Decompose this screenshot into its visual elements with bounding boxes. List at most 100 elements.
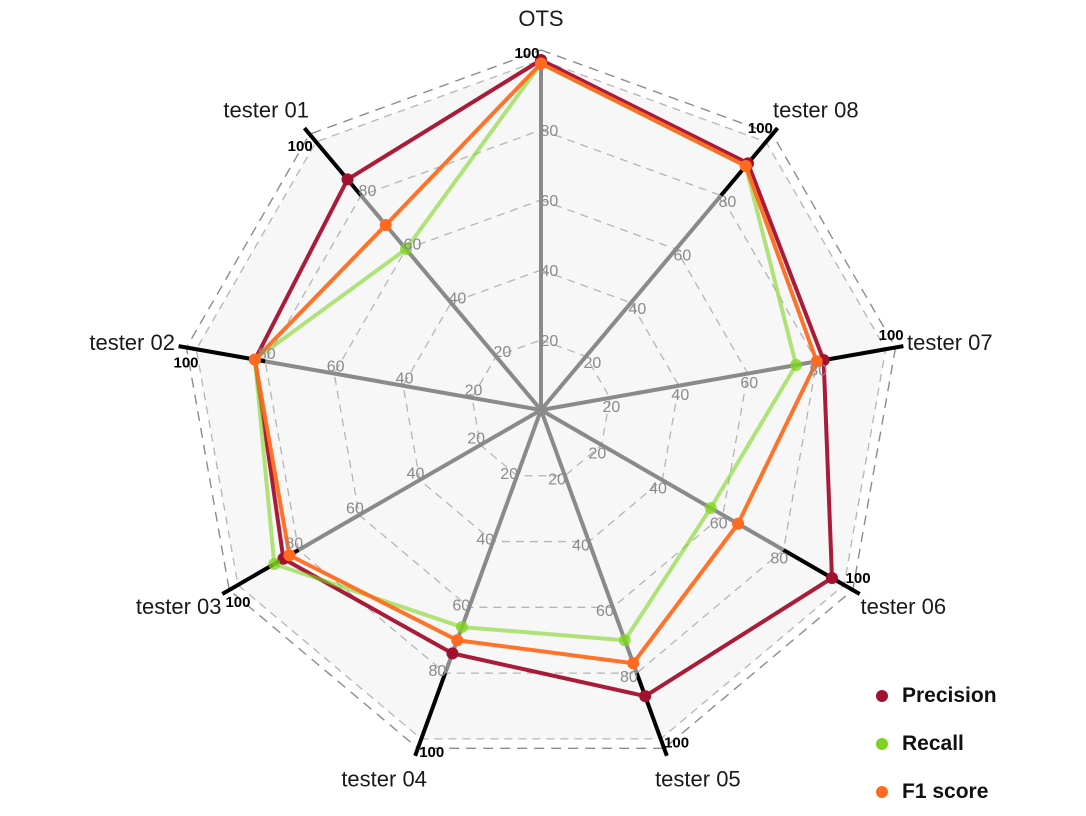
data-point-precision-tester-05 [639, 690, 652, 703]
tick-label-tester-03-max: 100 [225, 594, 250, 611]
data-point-f1-score-tester-06 [732, 517, 745, 530]
axis-label-tester-01: tester 01 [223, 98, 309, 123]
grid-ring-20 [471, 339, 611, 477]
tick-label-tester-06-40: 40 [649, 480, 667, 497]
tick-label-tester-01-40: 40 [449, 290, 467, 307]
tick-label-tester-05-60: 60 [596, 603, 614, 620]
tick-label-tester-03-80: 80 [285, 536, 303, 553]
axis-spoke-tester-08 [539, 194, 723, 412]
grid-ring-40 [402, 269, 680, 543]
grid-ring-100 [195, 59, 887, 740]
tick-label-tester-08-80: 80 [719, 194, 737, 211]
tick-label-tester-02-60: 60 [327, 358, 345, 375]
tick-label-ots-20: 20 [541, 333, 559, 350]
series-line-recall [252, 61, 799, 643]
legend-label-precision: Precision [902, 684, 997, 707]
legend-item-f1-score: F1 score [876, 768, 1076, 816]
data-point-recall-tester-04 [455, 621, 468, 634]
grid-ring-60 [333, 199, 749, 608]
legend-label-recall: Recall [902, 732, 964, 755]
data-point-precision-tester-01 [341, 173, 354, 186]
data-point-precision-tester-06 [825, 572, 838, 584]
legend-swatch-f1-score [876, 786, 888, 798]
axis-extension-tester-04 [413, 672, 448, 757]
axis-spoke-tester-07 [540, 359, 818, 412]
tick-label-tester-07-max: 100 [879, 327, 904, 344]
tick-label-tester-07-40: 40 [671, 387, 689, 404]
axis-extension-tester-07 [816, 344, 904, 364]
tick-label-tester-03-60: 60 [346, 501, 364, 518]
tick-label-tester-02-80: 80 [258, 346, 276, 363]
data-point-f1-score-tester-03 [283, 549, 296, 562]
tick-label-tester-03-20: 20 [467, 431, 485, 448]
axis-label-tester-08: tester 08 [773, 98, 859, 123]
tick-label-tester-01-60: 60 [404, 237, 422, 254]
data-point-f1-score-tester-08 [739, 160, 752, 173]
tick-label-tester-04-20: 20 [500, 466, 518, 483]
tick-label-tester-06-20: 20 [589, 445, 607, 462]
tick-label-tester-02-20: 20 [465, 383, 483, 400]
legend-item-precision: Precision [876, 672, 1076, 720]
data-point-recall-tester-07 [790, 359, 803, 372]
tick-label-ots-max: 100 [514, 45, 539, 62]
axis-label-tester-07: tester 07 [907, 330, 993, 355]
tick-label-tester-08-60: 60 [674, 248, 692, 265]
tick-label-ots-80: 80 [541, 123, 559, 140]
tick-label-tester-06-80: 80 [770, 550, 788, 567]
data-point-recall-tester-03 [268, 558, 281, 570]
tick-label-tester-06-60: 60 [710, 515, 728, 532]
data-point-f1-score-tester-04 [451, 634, 464, 647]
axis-spoke-tester-03 [297, 408, 542, 552]
tick-label-ots-60: 60 [541, 193, 559, 210]
tick-label-tester-01-20: 20 [494, 344, 512, 361]
axis-spoke-tester-01 [359, 194, 543, 412]
tick-label-tester-04-60: 60 [452, 597, 470, 614]
tick-label-tester-05-max: 100 [664, 735, 689, 752]
tick-label-tester-01-80: 80 [359, 183, 377, 200]
tick-label-ots-40: 40 [541, 263, 559, 280]
tick-label-tester-04-max: 100 [419, 744, 444, 761]
data-point-f1-score-tester-02 [248, 353, 261, 366]
axis-spoke-tester-02 [264, 359, 542, 412]
series-line-precision [252, 58, 834, 699]
tick-label-tester-06-max: 100 [846, 570, 871, 587]
data-point-recall-tester-06 [704, 502, 717, 514]
legend-swatch-precision [876, 690, 888, 702]
data-point-f1-score-ots [535, 57, 547, 70]
tick-label-tester-07-60: 60 [740, 375, 758, 392]
tick-label-tester-03-40: 40 [407, 466, 425, 483]
axis-label-tester-02: tester 02 [89, 330, 175, 355]
tick-label-tester-05-20: 20 [548, 472, 566, 489]
axis-extension-tester-01 [302, 126, 363, 197]
data-point-f1-score-tester-07 [810, 355, 823, 368]
tick-label-tester-07-80: 80 [809, 363, 827, 380]
axis-extension-tester-05 [634, 672, 669, 757]
tick-label-tester-08-max: 100 [748, 120, 773, 137]
axis-label-tester-03: tester 03 [136, 594, 222, 619]
data-point-f1-score-tester-05 [627, 657, 640, 670]
tick-label-tester-04-40: 40 [476, 532, 494, 549]
tick-label-tester-08-20: 20 [584, 355, 602, 372]
tick-label-tester-07-20: 20 [602, 399, 620, 416]
tick-label-tester-01-max: 100 [288, 138, 313, 155]
axis-extension-tester-06 [782, 548, 861, 596]
axis-label-tester-04: tester 04 [341, 766, 427, 791]
tick-label-tester-02-max: 100 [173, 355, 198, 372]
tick-label-tester-04-80: 80 [428, 663, 446, 680]
axis-label-tester-05: tester 05 [655, 766, 741, 791]
grid-ring-outer [185, 49, 897, 749]
data-point-recall-tester-01 [400, 243, 413, 256]
legend-swatch-recall [876, 738, 888, 750]
tick-label-tester-02-40: 40 [396, 370, 414, 387]
axis-spoke-tester-05 [539, 409, 639, 674]
legend-item-recall: Recall [876, 720, 1076, 768]
data-point-f1-score-tester-01 [379, 219, 392, 232]
axis-label-tester-06: tester 06 [860, 594, 946, 619]
tick-label-tester-05-80: 80 [620, 669, 638, 686]
data-point-recall-tester-05 [618, 634, 631, 647]
legend-label-f1-score: F1 score [902, 780, 989, 803]
legend: Precision Recall F1 score [876, 672, 1076, 816]
series-line-f1-score [252, 61, 819, 666]
axis-label-ots: OTS [518, 6, 563, 31]
